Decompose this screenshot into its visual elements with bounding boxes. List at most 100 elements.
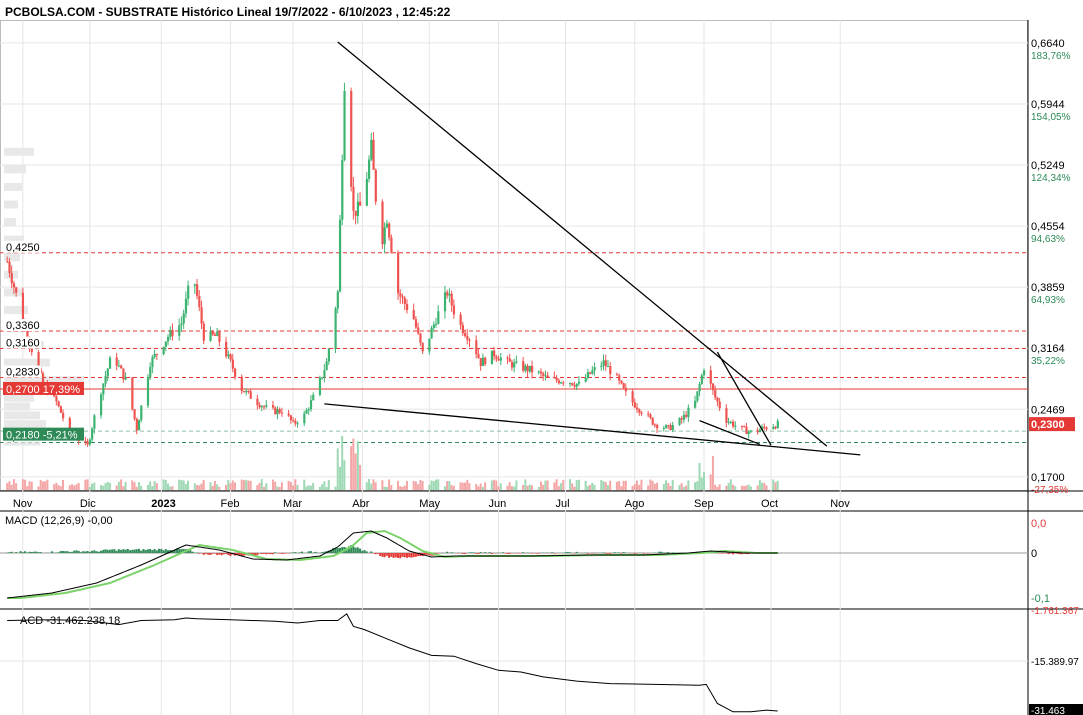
candle-body [763,426,766,428]
macd-hist-bar [620,553,623,554]
candle-body [635,407,639,410]
volume-bar [292,485,295,490]
volume-bar [669,485,672,490]
candle-body [606,366,610,368]
candle-body [169,329,172,337]
candle-body [53,393,56,397]
level-label-bg [3,365,41,378]
candle-body [772,426,775,430]
macd-hist-bar [417,553,420,557]
candle-body [350,90,353,187]
macd-hist-bar [314,551,317,553]
volume-bars [6,435,779,490]
level-label-bg [3,318,41,331]
candle-body [403,297,406,305]
candle-body [593,367,596,371]
candle-body [372,139,375,170]
volume-bar [247,480,250,490]
volume-bar [497,486,500,490]
macd-hist-bar [727,553,730,555]
volume-bar [437,479,440,490]
volume-bar [709,474,712,490]
candle-body [702,370,706,376]
candle-body [115,357,118,366]
macd-hist-bar [28,551,31,553]
y-tick-pct: -27,35% [1031,485,1068,496]
acd-line [7,613,778,713]
volume-bar [21,479,24,490]
volume-bar [430,480,433,490]
y-tick-label: 0,3859 [1031,282,1065,294]
macd-hist-bar [160,548,163,553]
volume-bar [321,484,324,490]
volume-bar [434,479,437,490]
candle-body [68,418,71,430]
acd-current-bg [1029,704,1083,715]
volume-bar [428,484,431,490]
macd-hist-bar [472,552,475,553]
level-label: 0,3360 [6,320,40,332]
candle-body [265,405,268,407]
candle-body [553,377,556,379]
volume-bar [397,480,400,490]
macd-hist-bar [173,549,176,553]
macd-hist-bar [720,553,723,554]
macd-hist-bar [82,551,85,553]
volume-bar [153,481,156,490]
volume-bar [381,480,384,490]
candle-body [743,426,746,428]
volume-bar [653,483,656,490]
volume-bar [448,481,451,490]
candle-body [443,292,447,312]
macd-hist-bar [171,550,174,553]
volume-bar [638,484,641,490]
candle-body [26,326,29,340]
volume-bar [399,486,402,490]
volume-bar [600,479,603,490]
volume-bar [508,482,511,490]
volume-bar [202,479,205,490]
macd-hist-bar [307,551,310,553]
volume-bar [700,477,703,490]
macd-hist-bar [274,552,277,553]
volume-bar [765,485,768,490]
candle-body [325,361,328,371]
candle-body [649,414,652,418]
macd-hist-bar [30,551,33,553]
volume-bar [336,448,339,490]
candle-body [711,383,715,391]
macd-hist-bar [606,553,609,554]
candle-body [55,396,58,402]
macd-hist-bar [162,550,165,553]
candle-body [15,287,18,293]
volume-bar [698,463,701,490]
volume-bar [39,479,42,490]
volume-bar [560,483,563,490]
acd-label: ACD -31.462.238,18 [20,615,120,627]
volume-bar [682,486,685,490]
volume-profile-bar [4,402,30,411]
macd-hist-bar [738,553,741,555]
volume-bar [412,480,415,490]
candle-body [437,311,440,324]
macd-hist-bar [220,553,223,556]
volume-bar [390,485,393,490]
volume-bar [124,481,127,490]
y-tick-label: 0,4554 [1031,221,1065,233]
volume-bar [280,482,283,490]
candle-body [656,424,659,429]
volume-bar [249,480,252,490]
candle-body [258,405,261,408]
volume-bar [258,482,261,490]
macd-hist-bar [57,552,60,553]
macd-hist-bar [66,551,69,553]
macd-hist-bar [660,551,663,553]
candle-body [62,412,65,419]
candle-body [164,341,167,347]
candle-body [747,431,750,435]
macd-hist-bar [740,553,743,555]
candle-body [430,328,433,339]
macd-hist-bar [129,550,132,553]
acd-y-tick: -15.389.97 [1031,657,1079,668]
volume-bar [586,485,589,490]
